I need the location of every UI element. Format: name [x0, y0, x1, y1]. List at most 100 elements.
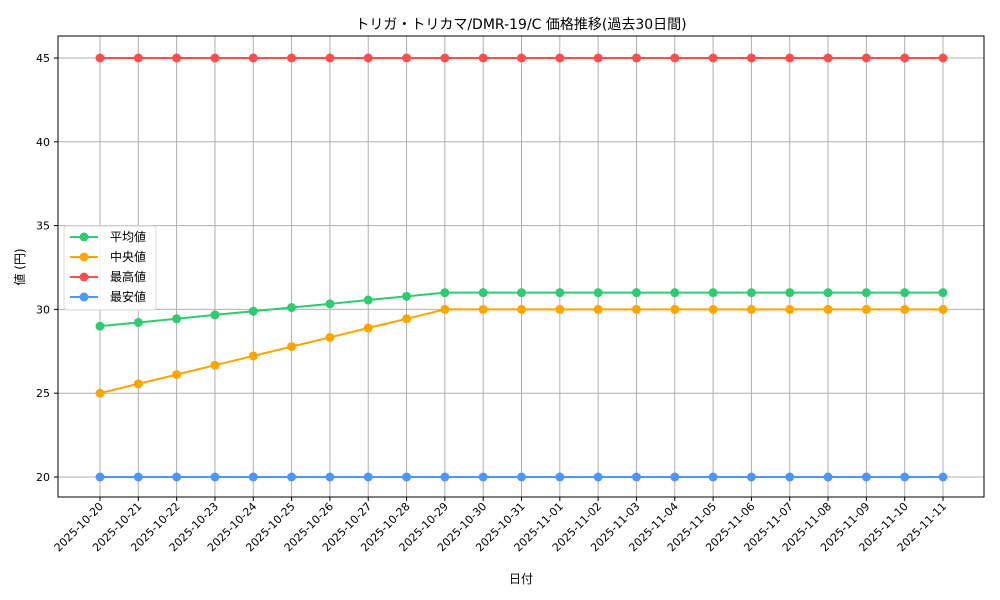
- y-tick-label: 40: [36, 136, 50, 149]
- data-point: [861, 304, 871, 314]
- data-point: [823, 472, 833, 482]
- legend-label: 最高値: [110, 269, 146, 284]
- data-point: [670, 53, 680, 63]
- data-point: [670, 288, 680, 298]
- data-point: [248, 472, 258, 482]
- data-point: [861, 288, 871, 298]
- data-point: [478, 288, 488, 298]
- data-point: [593, 304, 603, 314]
- data-point: [517, 288, 526, 298]
- y-axis: 20 25 30 35 40 45: [36, 52, 58, 484]
- data-point: [631, 472, 641, 482]
- legend-marker: [79, 292, 89, 302]
- data-point: [785, 53, 795, 63]
- y-tick-label: 35: [36, 220, 50, 233]
- x-axis-label: 日付: [509, 572, 533, 586]
- grid: [58, 36, 984, 497]
- data-point: [248, 351, 258, 361]
- data-point: [210, 472, 220, 482]
- data-point: [210, 310, 220, 320]
- legend-label: 平均値: [110, 229, 146, 244]
- data-point: [785, 472, 795, 482]
- data-point: [95, 53, 105, 63]
- data-point: [900, 288, 910, 298]
- data-point: [746, 53, 756, 63]
- data-point: [708, 53, 718, 63]
- data-point: [670, 304, 680, 314]
- data-point: [95, 321, 105, 331]
- data-point: [555, 472, 565, 482]
- data-point: [363, 53, 373, 63]
- data-point: [708, 304, 718, 314]
- legend-box: [63, 225, 157, 311]
- data-point: [210, 53, 220, 63]
- data-point: [785, 288, 795, 298]
- data-point: [325, 472, 335, 482]
- chart-title: トリガ・トリカマ/DMR-19/C 価格推移(過去30日間): [355, 17, 686, 33]
- data-point: [440, 53, 450, 63]
- data-point: [172, 53, 182, 63]
- data-point: [210, 360, 220, 370]
- data-point: [363, 323, 373, 333]
- data-point: [287, 342, 297, 352]
- data-point: [402, 53, 412, 63]
- data-point: [172, 314, 182, 324]
- y-axis-label: 値 (円): [12, 248, 27, 285]
- data-point: [133, 379, 143, 389]
- data-point: [785, 304, 795, 314]
- data-point: [861, 53, 871, 63]
- data-point: [900, 304, 910, 314]
- data-point: [517, 304, 526, 314]
- y-tick-label: 45: [36, 52, 50, 65]
- data-point: [287, 303, 297, 313]
- data-point: [402, 291, 412, 301]
- data-point: [938, 288, 948, 298]
- data-point: [861, 472, 871, 482]
- legend-marker: [79, 272, 89, 282]
- data-point: [517, 472, 526, 482]
- data-point: [746, 472, 756, 482]
- data-point: [670, 472, 680, 482]
- data-point: [325, 299, 335, 309]
- x-axis: 2025-10-202025-10-212025-10-222025-10-23…: [52, 497, 949, 554]
- data-point: [478, 472, 488, 482]
- series-中央値: [95, 304, 948, 398]
- data-point: [631, 288, 641, 298]
- data-point: [593, 288, 603, 298]
- legend-marker: [79, 252, 89, 262]
- data-point: [95, 388, 105, 398]
- data-point: [938, 304, 948, 314]
- data-point: [823, 53, 833, 63]
- legend-marker: [79, 232, 89, 242]
- data-point: [172, 370, 182, 380]
- series-lines: [95, 53, 948, 482]
- y-tick-label: 25: [36, 387, 50, 400]
- data-point: [402, 314, 412, 324]
- data-point: [746, 304, 756, 314]
- data-point: [631, 304, 641, 314]
- data-point: [900, 472, 910, 482]
- legend-label: 中央値: [110, 249, 146, 264]
- series-平均値: [95, 288, 948, 331]
- data-point: [708, 288, 718, 298]
- data-point: [478, 304, 488, 314]
- data-point: [325, 53, 335, 63]
- data-point: [823, 304, 833, 314]
- legend-label: 最安値: [110, 289, 146, 304]
- data-point: [363, 472, 373, 482]
- y-tick-label: 20: [36, 471, 50, 484]
- data-point: [440, 304, 450, 314]
- data-point: [287, 472, 297, 482]
- data-point: [172, 472, 182, 482]
- data-point: [708, 472, 718, 482]
- series-最安値: [95, 472, 948, 482]
- data-point: [363, 295, 373, 305]
- data-point: [593, 53, 603, 63]
- data-point: [248, 53, 258, 63]
- data-point: [95, 472, 105, 482]
- data-point: [555, 304, 565, 314]
- series-最高値: [95, 53, 948, 63]
- data-point: [938, 472, 948, 482]
